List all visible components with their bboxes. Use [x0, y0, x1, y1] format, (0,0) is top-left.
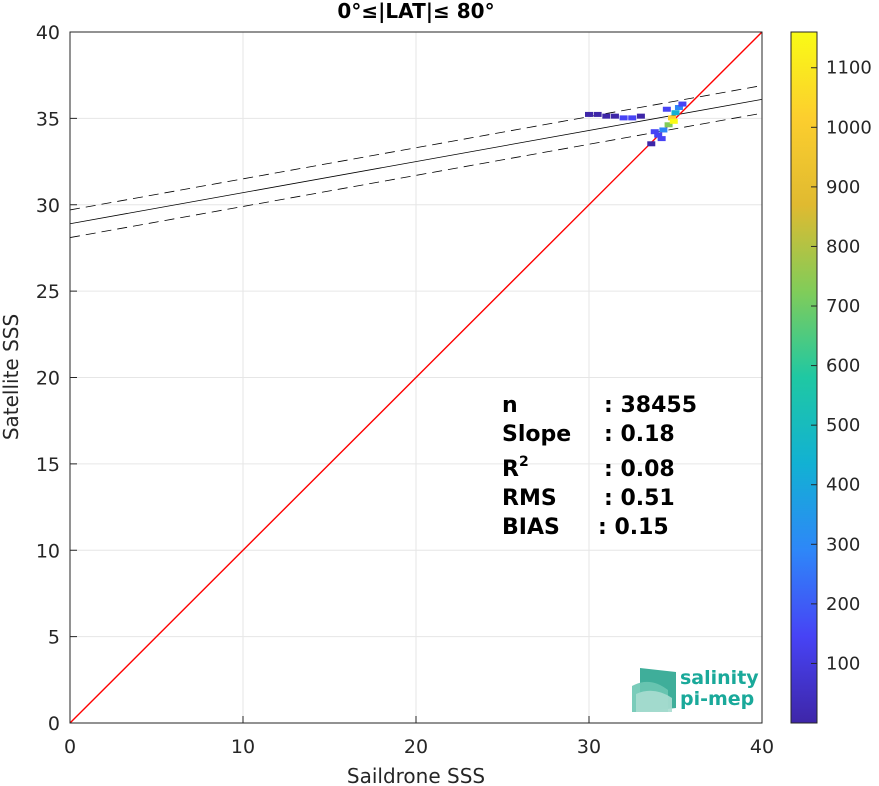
logo-line2: pi-mep	[680, 688, 754, 710]
density-point	[654, 132, 663, 138]
identity-line	[70, 32, 762, 723]
colorbar-tick-label: 500	[826, 415, 860, 436]
colorbar-tick-label: 200	[826, 594, 860, 615]
density-point	[628, 115, 637, 121]
y-tick-label: 25	[36, 281, 60, 303]
y-tick-label: 30	[36, 195, 60, 217]
y-tick-label: 35	[36, 108, 60, 130]
density-point	[602, 113, 611, 119]
logo-line1: salinity	[680, 667, 759, 689]
y-tick-label: 10	[36, 540, 60, 562]
y-tick-label: 20	[36, 368, 60, 390]
colorbar-tick-label: 800	[826, 236, 860, 257]
x-tick-label: 0	[64, 736, 76, 758]
x-tick-label: 40	[750, 736, 774, 758]
density-point	[610, 113, 619, 119]
colorbar	[790, 31, 818, 724]
stat-slope-value: : 0.18	[604, 422, 675, 447]
x-tick-label: 10	[231, 736, 255, 758]
density-point	[657, 136, 666, 142]
stat-n-value: : 38455	[604, 393, 697, 418]
x-axis-ticks: 0 10 20 30 40	[64, 716, 774, 758]
colorbar-tick-label: 100	[826, 653, 860, 674]
colorbar-tick-label: 1100	[826, 58, 872, 79]
y-tick-label: 0	[48, 713, 60, 735]
density-point	[671, 110, 680, 116]
stat-n-label: n	[502, 393, 518, 418]
colorbar-tick-label: 900	[826, 177, 860, 198]
density-point	[659, 127, 668, 133]
density-point	[678, 101, 687, 107]
y-tick-label: 15	[36, 454, 60, 476]
x-axis-label: Saildrone SSS	[347, 764, 485, 786]
density-point	[674, 105, 683, 111]
y-axis-label: Satellite SSS	[0, 314, 23, 440]
regression-line	[70, 98, 762, 225]
density-point	[664, 122, 673, 128]
y-tick-label: 40	[36, 22, 60, 44]
colorbar-tick-label: 300	[826, 534, 860, 555]
chart-title: 0°≤|LAT|≤ 80°	[337, 0, 494, 23]
salinity-pi-mep-logo: salinity pi-mep	[632, 667, 759, 712]
colorbar-tick-label: 700	[826, 296, 860, 317]
confidence-band-lower	[70, 112, 762, 238]
density-point	[619, 115, 628, 121]
density-point	[585, 111, 593, 117]
density-point	[669, 118, 678, 124]
stat-bias-value: : 0.15	[598, 515, 669, 540]
colorbar-tick-label: 400	[826, 475, 860, 496]
colorbar-ticks: 100 200 300 400 500 600 700 800 900 1000 1100	[811, 58, 872, 674]
density-point	[650, 129, 659, 135]
density-point	[593, 111, 602, 117]
x-tick-label: 20	[404, 736, 428, 758]
y-axis-ticks: 0 5 10 15 20 25 30 35 40	[36, 22, 77, 735]
stat-rms-label: RMS	[502, 486, 557, 511]
stat-rms-value: : 0.51	[604, 486, 675, 511]
density-point	[668, 115, 677, 121]
confidence-band-upper	[70, 85, 762, 211]
density-points	[585, 101, 687, 147]
stats-box: n : 38455 Slope : 0.18 R2 : 0.08 RMS : 0…	[502, 393, 697, 540]
y-tick-label: 5	[48, 627, 60, 649]
density-point	[662, 106, 671, 112]
stat-slope-label: Slope	[502, 422, 571, 447]
wave-logo-icon	[632, 668, 676, 712]
colorbar-tick-label: 1000	[826, 117, 872, 138]
density-point	[636, 113, 645, 119]
stat-bias-label: BIAS	[502, 515, 560, 540]
density-point	[647, 141, 656, 147]
stat-r2-label: R2	[502, 454, 529, 482]
colorbar-tick-label: 600	[826, 356, 860, 377]
stat-r2-value: : 0.08	[604, 457, 675, 482]
x-tick-label: 30	[577, 736, 601, 758]
